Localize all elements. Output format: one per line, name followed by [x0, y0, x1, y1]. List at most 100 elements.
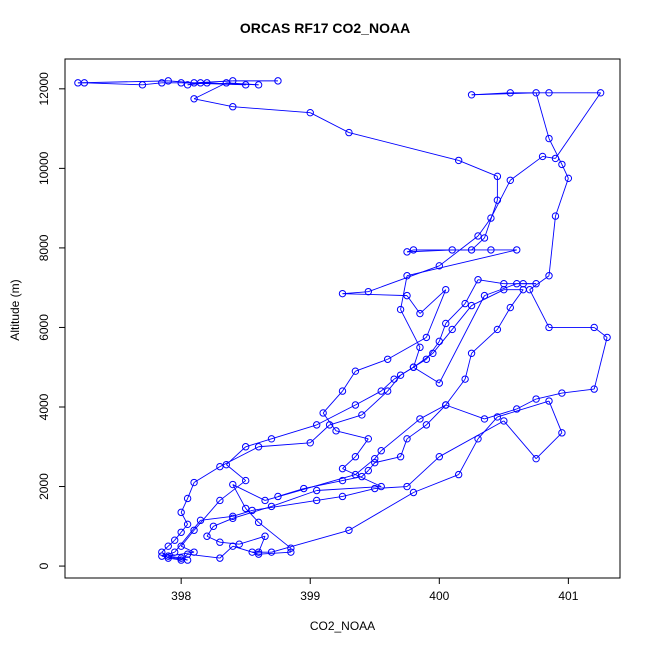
x-tick-label: 400 [429, 589, 449, 603]
data-point [312, 421, 321, 429]
series-segment [309, 424, 330, 444]
data-point [190, 478, 198, 487]
series-segment [322, 390, 343, 414]
data-point [403, 435, 411, 443]
data-point [603, 333, 611, 342]
data-point [261, 496, 269, 505]
data-point [480, 234, 489, 242]
data-point [532, 454, 540, 463]
y-tick-label: 10000 [37, 151, 51, 185]
data-point [377, 387, 385, 395]
series-segment [219, 545, 234, 559]
series-segment [342, 456, 356, 469]
plot-frame [64, 58, 621, 579]
series-segment [451, 305, 472, 330]
data-point [248, 506, 256, 515]
data-point [422, 333, 431, 342]
series-segment [206, 526, 214, 537]
data-point [377, 447, 385, 455]
data-point [248, 548, 256, 556]
data-point [390, 375, 398, 383]
series-segment [174, 531, 182, 541]
data-point [267, 435, 276, 443]
data-point [261, 532, 269, 540]
data-point [312, 486, 321, 495]
y-tick-label: 8000 [37, 234, 51, 261]
data-point [364, 287, 373, 296]
series-segment [413, 474, 459, 493]
series-segment [200, 515, 233, 521]
series-segment [464, 353, 473, 380]
data-point [371, 454, 379, 463]
data-point [493, 413, 502, 421]
data-point [274, 492, 282, 501]
series-segment [426, 404, 447, 426]
series-segment [316, 486, 382, 491]
data-point [403, 291, 411, 300]
data-point [545, 397, 553, 405]
series-segment [342, 291, 369, 295]
data-point [338, 387, 347, 395]
data-point [435, 337, 444, 346]
series-segment [471, 329, 498, 354]
series-segment [593, 327, 608, 338]
series-segment [187, 482, 195, 499]
series-segment [561, 164, 569, 179]
series-segment [342, 468, 382, 487]
data-point [364, 435, 373, 443]
series-segment [193, 466, 221, 483]
data-point [532, 395, 540, 403]
series-segment [445, 303, 466, 324]
series-segment [226, 464, 246, 481]
series-segment [219, 446, 259, 468]
data-point [177, 508, 185, 517]
data-point [461, 375, 469, 383]
series-segment [193, 82, 227, 100]
data-point [416, 343, 424, 352]
data-point [274, 77, 282, 85]
series-segment [355, 390, 382, 406]
data-point [203, 532, 211, 540]
chart-title: ORCAS RF17 CO2_NOAA [239, 20, 411, 36]
data-point [442, 401, 450, 409]
data-point [551, 212, 560, 220]
series-segment [335, 430, 369, 440]
series-segment [219, 480, 246, 501]
series-segment [180, 545, 195, 553]
data-point [545, 323, 553, 332]
series-segment [329, 414, 362, 426]
series-segment [180, 498, 189, 513]
data-point [422, 355, 431, 363]
series-segment [168, 551, 195, 557]
data-point [409, 488, 418, 497]
data-point [500, 285, 508, 294]
series-segment [252, 500, 317, 511]
series-segment [445, 404, 485, 420]
series-segment [406, 249, 517, 277]
data-point [164, 542, 172, 550]
data-point [222, 460, 231, 469]
series-segment [361, 470, 369, 477]
data-point [241, 476, 250, 485]
series-segment [77, 80, 169, 84]
series-segment [180, 512, 189, 525]
series-segment [361, 390, 388, 416]
data-point [506, 303, 514, 312]
data-point [164, 552, 172, 560]
x-tick-label: 399 [300, 589, 320, 603]
series-segment [548, 216, 556, 276]
data-point [345, 128, 353, 137]
series-segment [548, 400, 563, 434]
series-segment [542, 155, 556, 159]
data-point [241, 504, 250, 513]
series-segment [258, 521, 292, 549]
series-segment [593, 337, 608, 390]
series-segment [393, 366, 414, 380]
data-point [467, 246, 476, 254]
data-point [177, 554, 185, 562]
data-point [448, 325, 456, 334]
series-segment [226, 446, 247, 465]
data-point [183, 520, 192, 529]
data-point [319, 409, 327, 417]
data-point [216, 538, 224, 546]
